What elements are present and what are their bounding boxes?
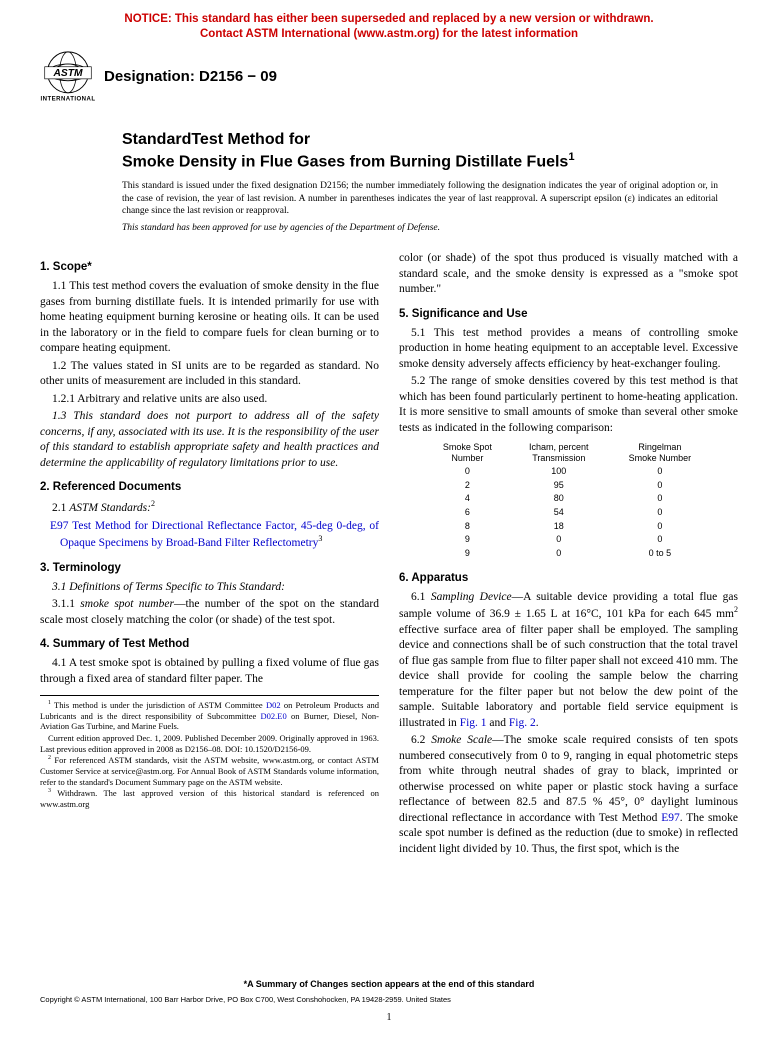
fig2-link[interactable]: Fig. 2 <box>509 717 536 729</box>
scope-1-2: 1.2 The values stated in SI units are to… <box>40 359 379 390</box>
header: ASTM INTERNATIONAL Designation: D2156 − … <box>40 50 738 104</box>
footnote-1b: Current edition approved Dec. 1, 2009. P… <box>40 733 379 754</box>
refdocs-e97: E97 Test Method for Directional Reflecta… <box>60 519 379 552</box>
scope-1-1: 1.1 This test method covers the evaluati… <box>40 279 379 357</box>
astm-logo-icon: ASTM INTERNATIONAL <box>40 50 96 104</box>
left-column: 1. Scope* 1.1 This test method covers th… <box>40 251 379 859</box>
svg-text:INTERNATIONAL: INTERNATIONAL <box>41 96 96 102</box>
designation: Designation: D2156 − 09 <box>104 68 277 85</box>
scope-1-2-1: 1.2.1 Arbitrary and relative units are a… <box>40 392 379 408</box>
title-line1: StandardTest Method for <box>122 130 738 150</box>
footnote-2: 2 For referenced ASTM standards, visit t… <box>40 755 379 787</box>
refdocs-head: 2. Referenced Documents <box>40 481 379 493</box>
app-6-2: 6.2 Smoke Scale—The smoke scale required… <box>399 733 738 857</box>
notice-line2: Contact ASTM International (www.astm.org… <box>200 28 578 40</box>
intro-note: This standard is issued under the fixed … <box>122 180 718 217</box>
table-row: 8180 <box>426 521 710 533</box>
term-head: 3. Terminology <box>40 562 379 574</box>
footnote-3: 3 Withdrawn. The last approved version o… <box>40 788 379 809</box>
footer-summary: *A Summary of Changes section appears at… <box>40 979 738 989</box>
title-block: StandardTest Method for Smoke Density in… <box>122 130 738 172</box>
scope-head: 1. Scope* <box>40 261 379 273</box>
notice-line1: NOTICE: This standard has either been su… <box>124 13 653 25</box>
table-row: 900 to 5 <box>426 548 710 560</box>
intro-dod: This standard has been approved for use … <box>122 223 738 233</box>
title-line2: Smoke Density in Flue Gases from Burning… <box>122 150 738 172</box>
e97-link[interactable]: E97 <box>50 520 69 532</box>
svg-text:ASTM: ASTM <box>53 68 83 79</box>
table-row: 2950 <box>426 480 710 492</box>
cmp-h2: Icham, percentTransmission <box>510 442 607 464</box>
sig-5-1: 5.1 This test method provides a means of… <box>399 326 738 373</box>
scope-1-3: 1.3 This standard does not purport to ad… <box>40 409 379 471</box>
sig-5-2: 5.2 The range of smoke densities covered… <box>399 374 738 436</box>
e97-link-2[interactable]: E97 <box>661 812 680 824</box>
table-row: 4800 <box>426 493 710 505</box>
notice-banner: NOTICE: This standard has either been su… <box>40 12 738 42</box>
body-columns: 1. Scope* 1.1 This test method covers th… <box>40 251 738 859</box>
comparison-table: Smoke SpotNumber Icham, percentTransmiss… <box>424 440 712 561</box>
page-number: 1 <box>40 1012 738 1023</box>
table-row: 01000 <box>426 466 710 478</box>
d02-link[interactable]: D02 <box>266 700 281 710</box>
table-row: 6540 <box>426 507 710 519</box>
summary-head: 4. Summary of Test Method <box>40 638 379 650</box>
cmp-h1: Smoke SpotNumber <box>426 442 508 464</box>
footnote-1: 1 This method is under the jurisdiction … <box>40 700 379 732</box>
term-3-1: 3.1 Definitions of Terms Specific to Thi… <box>40 580 379 596</box>
summary-4-1-cont: color (or shade) of the spot thus produc… <box>399 251 738 298</box>
footnotes: 1 This method is under the jurisdiction … <box>40 695 379 809</box>
right-column: color (or shade) of the spot thus produc… <box>399 251 738 859</box>
refdocs-2-1: 2.1 ASTM Standards:2 <box>40 499 379 516</box>
app-6-1: 6.1 Sampling Device—A suitable device pr… <box>399 590 738 731</box>
summary-4-1: 4.1 A test smoke spot is obtained by pul… <box>40 656 379 687</box>
footer-copyright: Copyright © ASTM International, 100 Barr… <box>40 995 738 1004</box>
sig-head: 5. Significance and Use <box>399 308 738 320</box>
table-row: 900 <box>426 534 710 546</box>
footer: *A Summary of Changes section appears at… <box>40 979 738 1023</box>
cmp-h3: RingelmanSmoke Number <box>609 442 710 464</box>
d02e0-link[interactable]: D02.E0 <box>261 711 287 721</box>
app-head: 6. Apparatus <box>399 572 738 584</box>
term-3-1-1: 3.1.1 smoke spot number—the number of th… <box>40 597 379 628</box>
fig1-link[interactable]: Fig. 1 <box>460 717 487 729</box>
